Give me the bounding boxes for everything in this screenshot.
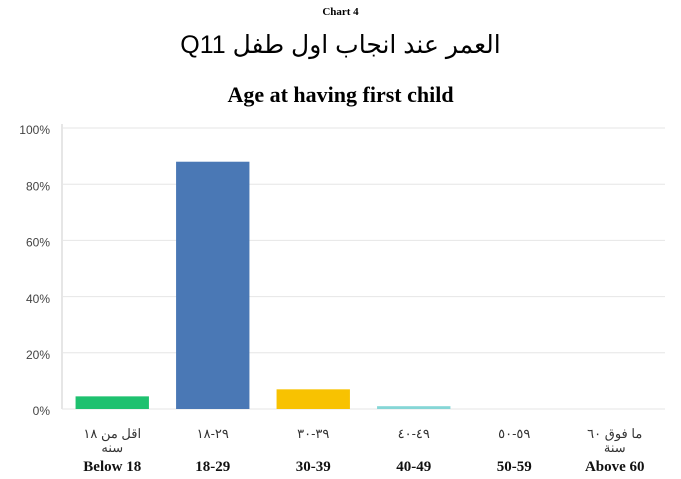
x-tick-label-arabic: ٤٩-٤٠: [397, 426, 430, 441]
chart-subtitle: Age at having first child: [227, 82, 454, 107]
x-tick-label: 18-29: [195, 459, 231, 475]
x-tick-label: 30-39: [295, 459, 331, 475]
x-tick-label: Above 60: [584, 459, 645, 475]
x-tick-label-arabic: ما فوق ٦٠ سنة: [587, 426, 643, 455]
chart-title: العمر عند انجاب اول طفل Q11: [180, 31, 501, 59]
y-tick-label: 100%: [19, 123, 50, 137]
x-tick-label-arabic: ٥٩-٥٠: [498, 426, 531, 441]
x-tick-label: Below 18: [83, 459, 142, 475]
bar: [176, 161, 250, 409]
y-tick-label: 0%: [33, 404, 51, 418]
x-tick-label: 40-49: [396, 459, 432, 475]
y-tick-label: 60%: [26, 236, 50, 250]
x-tick-label-arabic: اقل من ١٨ سنه: [83, 426, 142, 455]
y-tick-label: 80%: [26, 179, 50, 193]
bar: [377, 406, 451, 409]
x-tick-label: 50-59: [496, 459, 532, 475]
bar: [276, 389, 350, 409]
x-tick-label-arabic: ٢٩-١٨: [196, 426, 229, 441]
y-tick-label: 20%: [26, 348, 50, 362]
x-tick-label-arabic: ٣٩-٣٠: [297, 426, 330, 441]
bar: [75, 396, 149, 409]
chart-label: Chart 4: [322, 6, 359, 18]
y-tick-label: 40%: [26, 292, 50, 306]
